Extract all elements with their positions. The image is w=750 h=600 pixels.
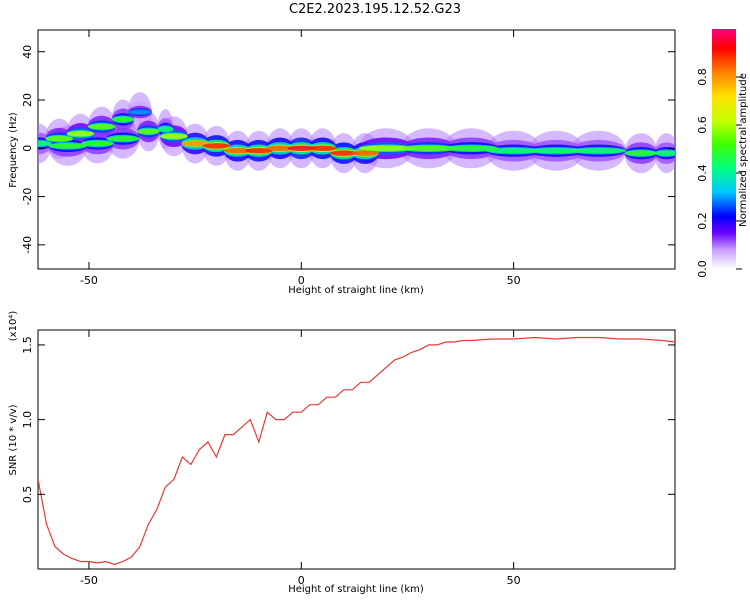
snr-xlabel: Height of straight line (km) bbox=[288, 584, 424, 595]
spectral-mark bbox=[48, 143, 88, 149]
spectral-mark bbox=[654, 150, 675, 156]
snr-yscale-label: (x10⁴) bbox=[8, 311, 19, 342]
spectral-mark bbox=[87, 123, 116, 130]
spectral-mark bbox=[106, 135, 140, 142]
snr-plot-area bbox=[37, 329, 676, 570]
x-tick-label: 0 bbox=[298, 574, 305, 587]
spectral-mark bbox=[329, 150, 358, 156]
y-tick-label: -20 bbox=[21, 188, 34, 206]
spectral-mark bbox=[266, 145, 294, 151]
y-tick-label: 40 bbox=[21, 45, 34, 59]
y-tick-label: 1.5 bbox=[21, 336, 34, 354]
spectral-mark bbox=[351, 150, 379, 156]
snr-axes: -50 0 50 0.5 1.0 1.5 bbox=[21, 330, 675, 587]
spectrogram-xlabel: Height of straight line (km) bbox=[288, 285, 424, 296]
spectral-mark bbox=[528, 148, 584, 154]
colorbar-tick-label: 0.8 bbox=[696, 68, 709, 86]
spectral-mark bbox=[80, 140, 115, 147]
page-title: C2E2.2023.195.12.52.G23 bbox=[288, 2, 462, 17]
spectral-mark bbox=[111, 116, 134, 123]
colorbar-gradient bbox=[712, 29, 736, 269]
x-tick-label: 0 bbox=[298, 274, 305, 287]
colorbar-ticks: 0.0 0.2 0.4 0.6 0.8 bbox=[696, 68, 742, 278]
colorbar-tick-label: 0.4 bbox=[696, 164, 709, 182]
y-tick-label: 1.0 bbox=[21, 411, 34, 429]
spectral-mark bbox=[443, 145, 499, 151]
spectral-mark bbox=[624, 150, 658, 156]
spectral-mark bbox=[287, 145, 316, 151]
spectrogram-marks bbox=[38, 92, 675, 174]
spectral-mark bbox=[38, 140, 52, 147]
spectral-mark bbox=[66, 131, 95, 137]
y-tick-label: 20 bbox=[21, 93, 34, 107]
x-tick-label: -50 bbox=[80, 274, 98, 287]
spectrogram-panel: -50 0 50 -40 -20 0 20 40 Height of straight lin… bbox=[8, 29, 676, 296]
snr-panel: -50 0 50 0.5 1.0 1.5 Height of straight line … bbox=[8, 311, 676, 595]
spectral-mark bbox=[202, 143, 231, 149]
x-tick-label: 50 bbox=[507, 274, 521, 287]
snr-series-line bbox=[38, 336, 675, 566]
y-tick-label: 0.5 bbox=[21, 486, 34, 504]
x-tick-label: 50 bbox=[507, 574, 521, 587]
spectral-mark bbox=[127, 109, 152, 115]
y-tick-label: 0 bbox=[21, 145, 34, 152]
snr-ylabel: SNR (10 * v/v) bbox=[8, 404, 19, 475]
spectral-mark bbox=[486, 148, 542, 154]
y-tick-label: -40 bbox=[21, 236, 34, 254]
colorbar: 0.0 0.2 0.4 0.6 0.8 Normalized spectral ampl… bbox=[696, 29, 749, 278]
spectral-mark bbox=[181, 140, 209, 147]
colorbar-tick-label: 0.0 bbox=[696, 260, 709, 278]
spectral-mark bbox=[358, 145, 414, 151]
colorbar-tick-label: 0.6 bbox=[696, 116, 709, 134]
spectral-mark bbox=[245, 148, 273, 154]
spectrogram-ylabel: Frequency (Hz) bbox=[8, 112, 19, 188]
spectral-mark bbox=[137, 128, 160, 135]
spectral-mark bbox=[401, 145, 457, 151]
spectrogram-axes: -50 0 50 -40 -20 0 20 40 bbox=[21, 30, 675, 287]
spectral-mark bbox=[223, 148, 252, 154]
spectral-mark bbox=[160, 133, 188, 139]
spectral-mark bbox=[570, 148, 627, 154]
colorbar-label: Normalized spectral amplitude bbox=[738, 73, 749, 227]
spectral-mark bbox=[157, 126, 174, 132]
spectral-mark bbox=[308, 145, 337, 151]
x-tick-label: -50 bbox=[80, 574, 98, 587]
colorbar-tick-label: 0.2 bbox=[696, 212, 709, 230]
spectral-mark bbox=[45, 135, 74, 142]
snr-marks bbox=[38, 336, 675, 566]
